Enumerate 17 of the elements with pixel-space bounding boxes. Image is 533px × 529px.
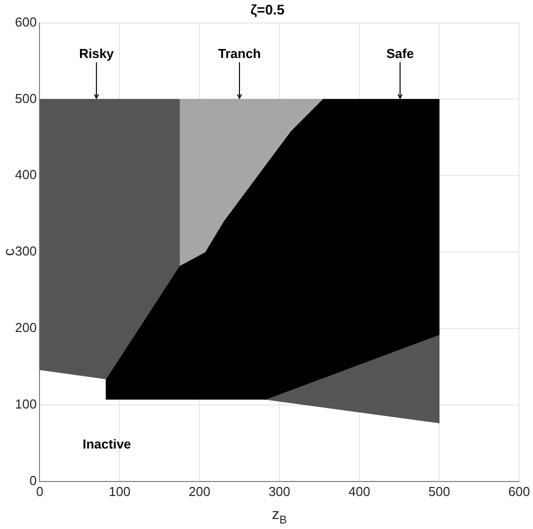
annotation: Tranch [218,46,261,61]
y-tick-label: 600 [14,14,37,30]
y-tick-label: 400 [14,167,37,182]
annotation: Safe [386,46,414,61]
y-tick-label: 100 [14,396,37,412]
x-tick-label: 600 [508,484,530,499]
x-tick-label: 300 [268,484,290,499]
x-tick-label: 200 [188,484,210,499]
chart-title: ζ=0.5 [250,1,285,18]
annotation: Inactive [82,436,132,452]
y-tick-label: 500 [14,90,37,106]
y-tick-label: 200 [14,320,37,336]
annotation: Risky [79,46,115,61]
y-tick-label: 0 [29,472,37,488]
x-tick-label: 500 [428,484,450,499]
x-tick-label: 100 [108,484,130,499]
x-tick-label: 400 [348,484,370,499]
